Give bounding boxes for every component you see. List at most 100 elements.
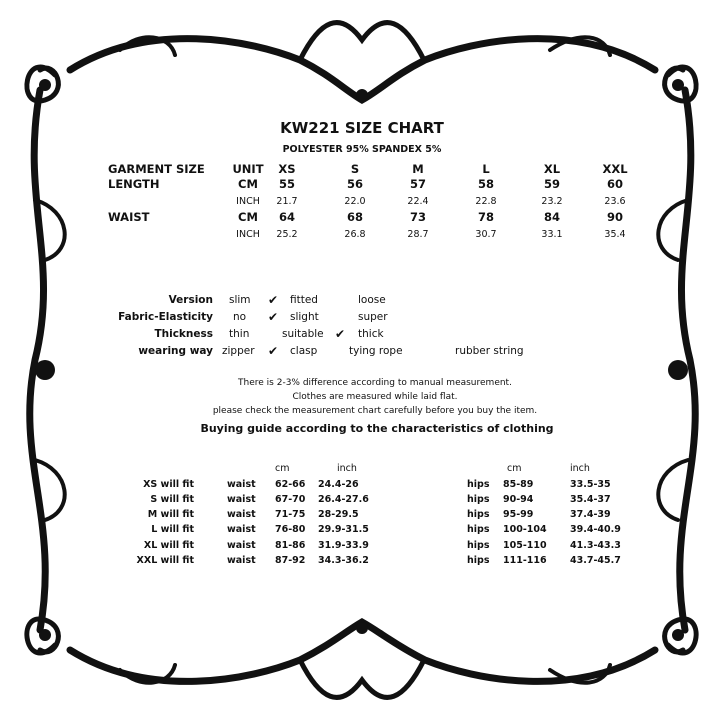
size-value: 22.0 [344,196,366,207]
size-value: 60 [606,177,624,191]
size-value: 58 [477,177,495,191]
hips-inch: 39.4-40.9 [570,524,621,535]
header-garment-size: GARMENT SIZE [108,162,205,176]
checkmark-icon: ✔ [335,327,346,341]
option-zipper: zipper [222,345,255,357]
option-slight: slight [290,311,319,323]
size-value: 22.8 [475,196,497,207]
guide-size-label: XXL will fit [136,555,194,566]
size-value: 90 [606,210,624,224]
waist-inch: 34.3-36.2 [318,555,369,566]
waist-inch: 31.9-33.9 [318,540,369,551]
hips-label: hips [467,509,490,520]
guide-size-label: S will fit [150,494,194,505]
size-value: 73 [409,210,427,224]
option-slim: slim [229,294,251,306]
size-value: 23.2 [541,196,563,207]
waist-inch: 24.4-26 [318,479,359,490]
waist-cm: 62-66 [275,479,306,490]
row-label: LENGTH [108,177,160,191]
waist-cm-header: cm [275,463,290,474]
checkmark-icon: ✔ [268,344,279,358]
option-super: super [358,311,388,323]
size-header: XS [278,162,296,176]
hips-inch-header: inch [570,463,590,474]
size-value: 64 [278,210,296,224]
waist-cm: 67-70 [275,494,306,505]
waist-cm: 87-92 [275,555,306,566]
option-no: no [233,311,247,323]
hips-inch: 35.4-37 [570,494,611,505]
size-value: 30.7 [475,229,497,240]
waist-label: waist [227,524,256,535]
checkmark-icon: ✔ [268,310,279,324]
size-value: 22.4 [407,196,429,207]
hips-cm: 90-94 [503,494,534,505]
size-value: 57 [409,177,427,191]
waist-label: waist [227,494,256,505]
option-loose: loose [358,294,386,306]
note-line: Clothes are measured while laid flat. [292,392,458,402]
option-fitted: fitted [290,294,318,306]
note-line: There is 2-3% difference according to ma… [238,378,512,388]
option-suitable: suitable [282,328,324,340]
hips-label: hips [467,524,490,535]
waist-inch: 28-29.5 [318,509,359,520]
hips-inch: 33.5-35 [570,479,611,490]
option-rubber-string: rubber string [455,345,524,357]
size-value: 33.1 [541,229,563,240]
size-value: 78 [477,210,495,224]
page-title: KW221 SIZE CHART [280,119,444,137]
size-value: 84 [543,210,561,224]
waist-label: waist [227,555,256,566]
unit-cell: CM [238,210,258,224]
note-line: please check the measurement chart caref… [212,406,538,416]
size-value: 59 [543,177,561,191]
size-header: XL [543,162,561,176]
waist-cm: 76-80 [275,524,306,535]
guide-size-label: M will fit [147,509,194,520]
hips-cm-header: cm [507,463,522,474]
hips-label: hips [467,555,490,566]
buying-guide-title: Buying guide according to the characteri… [200,422,554,435]
guide-size-label: L will fit [151,524,194,535]
hips-cm: 100-104 [503,524,547,535]
option-thick: thick [358,328,384,340]
characteristic-label: Thickness [154,328,213,340]
characteristic-label: wearing way [138,345,213,357]
size-header: S [350,162,360,176]
waist-label: waist [227,540,256,551]
waist-label: waist [227,479,256,490]
size-header: XXL [602,162,628,176]
option-thin: thin [229,328,250,340]
option-tying-rope: tying rope [349,345,403,357]
characteristic-label: Version [168,294,213,306]
waist-inch-header: inch [337,463,357,474]
waist-cm: 81-86 [275,540,306,551]
header-unit: UNIT [232,162,264,176]
size-value: 56 [346,177,364,191]
hips-cm: 111-116 [503,555,547,566]
size-value: 55 [278,177,296,191]
checkmark-icon: ✔ [268,293,279,307]
row-label: WAIST [108,210,150,224]
waist-inch: 29.9-31.5 [318,524,369,535]
hips-inch: 37.4-39 [570,509,611,520]
size-value: 26.8 [344,229,366,240]
size-header: L [482,162,490,176]
hips-cm: 85-89 [503,479,534,490]
guide-size-label: XL will fit [143,540,194,551]
material-subtitle: POLYESTER 95% SPANDEX 5% [282,144,442,155]
waist-label: waist [227,509,256,520]
size-header: M [412,162,424,176]
hips-label: hips [467,540,490,551]
waist-inch: 26.4-27.6 [318,494,369,505]
size-value: 68 [346,210,364,224]
waist-cm: 71-75 [275,509,306,520]
unit-cell: CM [238,177,258,191]
guide-size-label: XS will fit [143,479,194,490]
unit-cell: INCH [236,229,260,240]
hips-label: hips [467,479,490,490]
characteristic-label: Fabric-Elasticity [118,311,213,323]
